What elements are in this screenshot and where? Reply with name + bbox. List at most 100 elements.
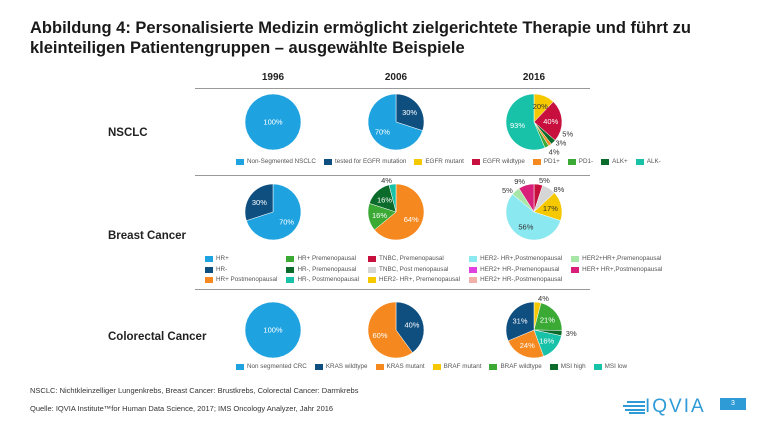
- legend-label: TNBC, Premenopausal: [379, 255, 444, 263]
- slice-label: 93%: [510, 121, 525, 130]
- slice-label: 31%: [513, 316, 528, 325]
- legend-label: HER2+HR+,Premenopausal: [582, 255, 662, 263]
- legend-item: MSI low: [593, 363, 628, 371]
- legend-item: HR+: [205, 254, 277, 265]
- abbreviations-note: NSCLC: Nichtkleinzelliger Lungenkrebs, B…: [30, 386, 359, 395]
- slice-label: 4%: [381, 176, 392, 185]
- legend-swatch: [205, 256, 213, 263]
- legend-item: EGFR mutant: [414, 158, 464, 166]
- legend-item: BRAF mutant: [432, 363, 481, 371]
- legend-swatch: [286, 277, 295, 284]
- pie-slice: [244, 183, 274, 221]
- slice-label: 100%: [263, 326, 283, 335]
- legend-breast-cancer: HR+ HR- HR+ Postmenopausal HR+ Premenopausa…: [205, 254, 662, 286]
- legend-item: HER+ HR+,Postmenopausal: [571, 265, 662, 276]
- slice-label: 5%: [502, 186, 513, 195]
- legend-swatch: [236, 159, 244, 165]
- legend-label: HR-, Premenopausal: [297, 265, 357, 273]
- legend-label: KRAS wildtype: [325, 363, 368, 370]
- pie-slice: [505, 301, 535, 342]
- page-number: 3: [720, 398, 746, 410]
- legend-label: ALK-: [646, 158, 661, 165]
- slice-label: 3%: [556, 139, 567, 148]
- slice-label: 3%: [566, 329, 577, 338]
- legend-swatch: [323, 159, 332, 165]
- pie-slice: [246, 183, 302, 241]
- legend-label: HR-, Postmenopausal: [297, 276, 360, 284]
- pie-slice: [244, 93, 302, 151]
- legend-label: TNBC, Post menopausal: [379, 265, 449, 273]
- legend-swatch: [635, 159, 644, 165]
- pie-colorectal-cancer-1996: 100%: [244, 301, 302, 359]
- legend-swatch: [471, 159, 480, 165]
- legend-swatch: [375, 364, 384, 370]
- legend-item: TNBC, Post menopausal: [368, 265, 460, 276]
- row-label-nsclc: NSCLC: [108, 127, 148, 139]
- legend-swatch: [469, 277, 478, 284]
- legend-label: EGFR wildtype: [482, 158, 525, 165]
- legend-label: EGFR mutant: [425, 158, 464, 165]
- legend-label: HR-: [216, 265, 228, 273]
- legend-label: HER+ HR+,Postmenopausal: [582, 265, 663, 273]
- legend-item: ALK-: [635, 158, 661, 166]
- legend-nsclc: Non-Segmented NSCLC tested for EGFR mutat…: [236, 158, 661, 166]
- pie-slice: [388, 183, 397, 213]
- slice-label: 9%: [514, 177, 525, 186]
- year-header-1996: 1996: [261, 72, 285, 83]
- legend-item: Non segmented CRC: [236, 363, 307, 371]
- legend-swatch: [314, 364, 323, 370]
- slice-label: 5%: [539, 176, 550, 185]
- slice-label: 56%: [518, 222, 533, 231]
- pie-nsclc-2006: 30% 70%: [367, 93, 425, 151]
- pie-slice: [395, 93, 425, 131]
- pie-slice: [533, 302, 563, 331]
- year-header-2006: 2006: [384, 72, 408, 83]
- legend-swatch: [593, 364, 602, 370]
- legend-swatch: [571, 256, 580, 263]
- legend-item: ALK+: [601, 158, 628, 166]
- legend-swatch: [469, 266, 478, 273]
- legend-item: PD1+: [532, 158, 560, 166]
- legend-item: HR-, Postmenopausal: [286, 275, 359, 286]
- row-label-colorectal-cancer: Colorectal Cancer: [108, 331, 207, 343]
- divider: [195, 175, 590, 176]
- legend-swatch: [368, 277, 377, 284]
- legend-item: HER2- HR+, Premenopausal: [368, 275, 460, 286]
- legend-label: HER2+ HR-,Premenopausal: [480, 265, 560, 273]
- legend-item: HER2+ HR-,Premenopausal: [469, 265, 562, 276]
- legend-label: HR+ Postmenopausal: [216, 276, 278, 284]
- slice-label: 4%: [549, 148, 560, 157]
- legend-swatch: [286, 266, 295, 273]
- pie-slice: [505, 193, 561, 241]
- slice-label: 40%: [543, 117, 558, 126]
- legend-swatch: [567, 159, 576, 165]
- legend-label: KRAS mutant: [386, 363, 425, 370]
- legend-item: KRAS wildtype: [314, 363, 368, 371]
- legend-swatch: [489, 364, 498, 370]
- slice-label: 70%: [279, 218, 294, 227]
- legend-item: HR+ Postmenopausal: [205, 275, 277, 286]
- legend-swatch: [432, 364, 441, 370]
- slice-label: 21%: [540, 316, 555, 325]
- legend-label: HER2- HR+,Postmenopausal: [480, 255, 563, 263]
- pie-colorectal-cancer-2016: 21% 16% 24% 31% 4% 3%: [505, 294, 577, 359]
- legend-label: BRAF wildtype: [500, 363, 542, 370]
- legend-item: MSI high: [549, 363, 586, 371]
- legend-label: PD1+: [543, 158, 560, 165]
- legend-swatch: [205, 266, 213, 273]
- pie-slice: [518, 183, 535, 213]
- pie-breast-cancer-1996: 70% 30%: [244, 183, 302, 241]
- divider: [195, 88, 590, 89]
- legend-swatch: [368, 266, 377, 273]
- pie-slice: [507, 329, 544, 359]
- pie-slice: [505, 93, 546, 151]
- legend-swatch: [532, 159, 541, 165]
- legend-item: HR+ Premenopausal: [286, 254, 359, 265]
- legend-item: HER2- HR+,Postmenopausal: [469, 254, 562, 265]
- legend-label: MSI low: [604, 363, 628, 370]
- slice-label: 100%: [263, 118, 283, 127]
- legend-label: Non segmented CRC: [247, 363, 307, 370]
- legend-label: HR+: [216, 255, 229, 263]
- year-header-2016: 2016: [522, 72, 546, 83]
- legend-item: EGFR wildtype: [471, 158, 525, 166]
